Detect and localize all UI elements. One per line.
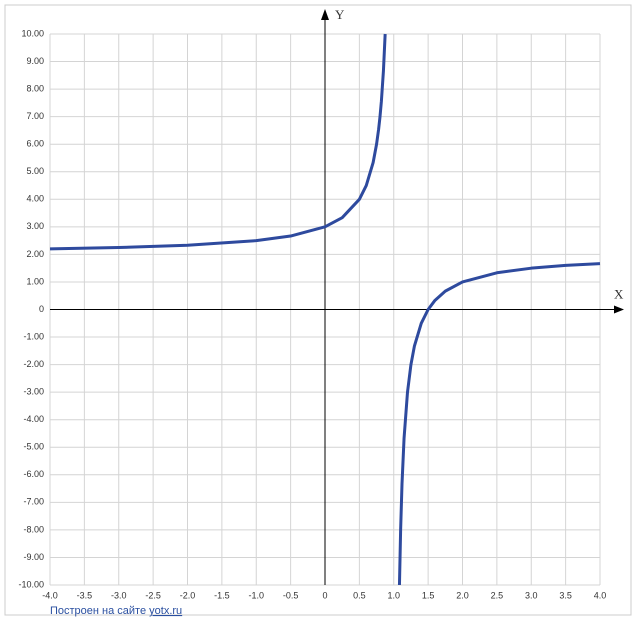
x-tick-label: 3.0 — [525, 590, 538, 600]
x-tick-label: 2.0 — [456, 590, 469, 600]
x-tick-label: 2.5 — [491, 590, 504, 600]
x-tick-label: -3.5 — [77, 590, 93, 600]
y-tick-label: -9.00 — [23, 552, 44, 562]
y-tick-label: 8.00 — [26, 83, 44, 93]
y-tick-label: -2.00 — [23, 359, 44, 369]
y-tick-label: -8.00 — [23, 524, 44, 534]
y-tick-label: 5.00 — [26, 166, 44, 176]
y-tick-label: -7.00 — [23, 497, 44, 507]
y-tick-label: 7.00 — [26, 111, 44, 121]
x-tick-label: 1.5 — [422, 590, 435, 600]
x-tick-label: -2.0 — [180, 590, 196, 600]
x-tick-label: 1.0 — [387, 590, 400, 600]
x-tick-label: -2.5 — [145, 590, 161, 600]
y-axis-label: Y — [335, 7, 345, 22]
footer-text: Построен на сайте — [50, 605, 149, 617]
y-tick-label: -4.00 — [23, 414, 44, 424]
y-tick-label: -1.00 — [23, 331, 44, 341]
y-tick-label: -5.00 — [23, 442, 44, 452]
x-tick-label: -3.0 — [111, 590, 127, 600]
y-arrow — [321, 9, 329, 20]
x-tick-label: 3.5 — [559, 590, 572, 600]
footer-link[interactable]: yotx.ru — [149, 605, 182, 617]
y-tick-label: 6.00 — [26, 139, 44, 149]
y-tick-label: -10.00 — [18, 579, 44, 589]
x-tick-label: 0.5 — [353, 590, 366, 600]
y-tick-label: -6.00 — [23, 469, 44, 479]
y-tick-label: 3.00 — [26, 221, 44, 231]
x-tick-label: -1.5 — [214, 590, 230, 600]
curve — [49, 33, 601, 586]
x-axis-label: X — [614, 286, 624, 301]
y-tick-label: 4.00 — [26, 194, 44, 204]
frame — [4, 4, 632, 616]
y-tick-label: 0 — [39, 304, 44, 314]
y-tick-label: 1.00 — [26, 276, 44, 286]
x-arrow — [614, 305, 624, 314]
x-tick-label: -1.0 — [248, 590, 264, 600]
y-tick-label: -3.00 — [23, 387, 44, 397]
x-tick-label: -0.5 — [283, 590, 299, 600]
y-tick-label: 9.00 — [26, 56, 44, 66]
x-tick-label: -4.0 — [42, 590, 58, 600]
x-tick-label: 4.0 — [594, 590, 607, 600]
y-tick-label: 10.00 — [21, 28, 44, 38]
footer: Построен на сайте yotx.ru — [50, 605, 182, 617]
y-tick-label: 2.00 — [26, 249, 44, 259]
x-tick-label: 0 — [322, 590, 327, 600]
